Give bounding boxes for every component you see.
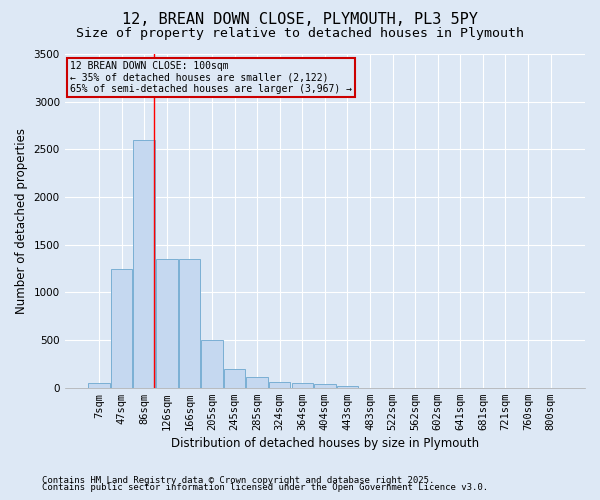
Bar [88,383,110,388]
Text: 12, BREAN DOWN CLOSE, PLYMOUTH, PL3 5PY: 12, BREAN DOWN CLOSE, PLYMOUTH, PL3 5PY [122,12,478,28]
Bar [247,377,268,388]
Bar [314,384,335,388]
Bar [111,268,133,388]
Text: Contains HM Land Registry data © Crown copyright and database right 2025.: Contains HM Land Registry data © Crown c… [42,476,434,485]
Bar [133,140,155,388]
Bar [269,382,290,388]
Y-axis label: Number of detached properties: Number of detached properties [15,128,28,314]
Text: Size of property relative to detached houses in Plymouth: Size of property relative to detached ho… [76,28,524,40]
Bar [224,368,245,388]
Bar [201,340,223,388]
Bar [156,259,178,388]
Text: Contains public sector information licensed under the Open Government Licence v3: Contains public sector information licen… [42,484,488,492]
X-axis label: Distribution of detached houses by size in Plymouth: Distribution of detached houses by size … [171,437,479,450]
Bar [337,386,358,388]
Bar [179,259,200,388]
Bar [292,383,313,388]
Text: 12 BREAN DOWN CLOSE: 100sqm
← 35% of detached houses are smaller (2,122)
65% of : 12 BREAN DOWN CLOSE: 100sqm ← 35% of det… [70,60,352,94]
